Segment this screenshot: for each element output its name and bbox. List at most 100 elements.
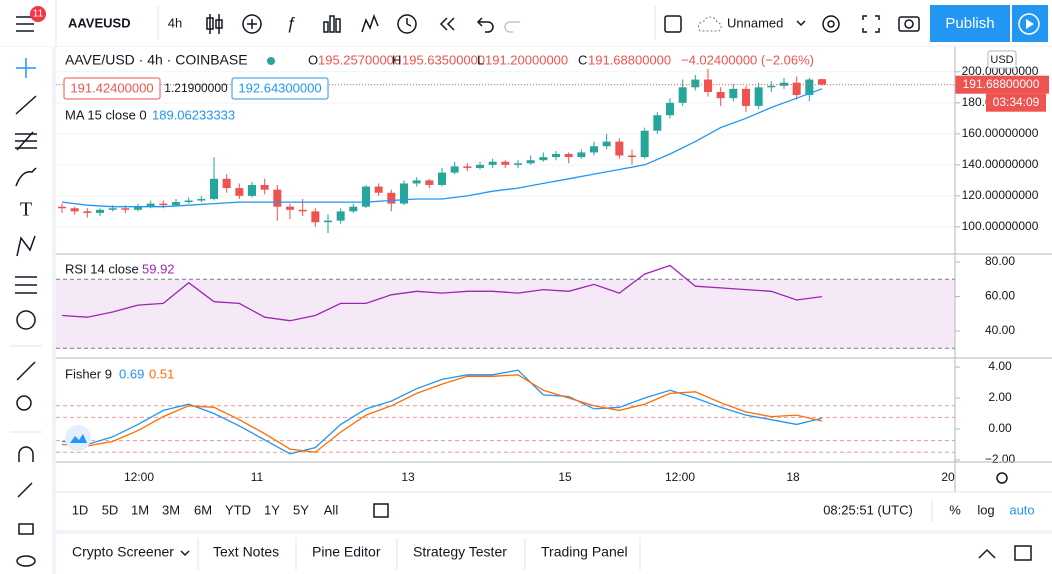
sell-box[interactable] bbox=[63, 77, 161, 100]
x-tick-label: 12:00 bbox=[124, 470, 154, 484]
range-button[interactable]: 5Y bbox=[293, 502, 309, 517]
candle-body bbox=[691, 79, 700, 88]
panel-tab[interactable]: Crypto Screener bbox=[72, 544, 174, 560]
candle-body bbox=[248, 185, 256, 196]
bid-value[interactable]: 191.42400000 bbox=[70, 80, 153, 95]
x-tick-label: 20 bbox=[941, 470, 955, 484]
candle-body bbox=[602, 141, 611, 147]
zoom-tool[interactable] bbox=[16, 395, 32, 411]
replay-icon[interactable] bbox=[361, 13, 379, 33]
fullscreen-toggle[interactable] bbox=[664, 15, 682, 33]
snapshot-button[interactable] bbox=[898, 16, 920, 32]
panel-tab[interactable]: Strategy Tester bbox=[413, 544, 507, 560]
candle-body bbox=[96, 209, 104, 213]
rewind-button[interactable] bbox=[439, 17, 455, 31]
x-tick-label: 15 bbox=[558, 470, 572, 484]
panel-tab[interactable]: Text Notes bbox=[213, 544, 279, 560]
layout-name[interactable]: Unnamed bbox=[727, 15, 783, 30]
templates-button[interactable] bbox=[323, 15, 341, 33]
brush-tool[interactable] bbox=[15, 167, 37, 187]
undo-button[interactable] bbox=[476, 17, 494, 33]
range-button[interactable]: YTD bbox=[225, 502, 251, 517]
draw-mode-tool[interactable] bbox=[17, 482, 33, 498]
crosshair-tool[interactable] bbox=[16, 58, 36, 78]
panel-tab[interactable]: Trading Panel bbox=[541, 544, 628, 560]
fisher-line bbox=[61, 369, 823, 455]
scale-option[interactable]: log bbox=[977, 502, 994, 517]
spread-value: 1.21900000 bbox=[164, 81, 228, 95]
candle-body bbox=[260, 185, 269, 190]
candle-body bbox=[210, 178, 218, 199]
y-tick-label: 4.00 bbox=[988, 359, 1012, 373]
pattern-tool[interactable] bbox=[16, 235, 36, 257]
redo-button[interactable] bbox=[504, 21, 520, 33]
candle-body bbox=[83, 211, 92, 213]
range-button[interactable]: 1Y bbox=[264, 502, 280, 517]
range-button[interactable]: 3M bbox=[162, 502, 180, 517]
candle-body bbox=[298, 209, 307, 212]
candle-body bbox=[70, 208, 79, 212]
x-tick-label: 13 bbox=[401, 470, 415, 484]
panel-tab[interactable]: Pine Editor bbox=[312, 544, 381, 560]
range-button[interactable]: 6M bbox=[194, 502, 212, 517]
y-tick-label: 40.00 bbox=[985, 323, 1015, 337]
candle-body bbox=[349, 206, 358, 212]
range-button[interactable]: 5D bbox=[102, 502, 119, 517]
candle-body bbox=[729, 88, 738, 99]
indicators-icon[interactable]: ƒ bbox=[286, 13, 295, 32]
text-tool[interactable]: T bbox=[20, 199, 32, 221]
prediction-tool[interactable] bbox=[15, 276, 37, 294]
candle-body bbox=[577, 152, 586, 158]
countdown-tag bbox=[986, 93, 1046, 112]
ohlc-label: H bbox=[392, 52, 401, 67]
notification-badge bbox=[30, 6, 46, 22]
maximize-button[interactable] bbox=[1014, 545, 1032, 561]
candle-body bbox=[400, 183, 408, 204]
scale-option[interactable]: auto bbox=[1009, 502, 1034, 517]
logo-badge bbox=[65, 425, 91, 451]
ohlc-label: O bbox=[308, 52, 318, 67]
trendline-tool[interactable] bbox=[15, 95, 37, 115]
range-button[interactable]: 1M bbox=[131, 502, 149, 517]
collapse-button[interactable] bbox=[978, 548, 996, 559]
publish-button[interactable] bbox=[930, 5, 1010, 42]
candle-body bbox=[286, 206, 294, 210]
buy-box[interactable] bbox=[231, 77, 329, 100]
range-button[interactable]: All bbox=[324, 502, 339, 517]
scale-options: % log auto bbox=[949, 502, 1034, 517]
badge-count: 11 bbox=[33, 9, 44, 20]
currency[interactable]: USD bbox=[990, 54, 1013, 66]
visibility-tool[interactable] bbox=[16, 555, 36, 567]
plot: 200.00000000180.00000000160.00000000140.… bbox=[56, 64, 1049, 484]
scale-option[interactable]: % bbox=[949, 502, 961, 517]
ruler-tool[interactable] bbox=[16, 361, 36, 381]
magnet-tool[interactable] bbox=[18, 446, 34, 462]
expand-button[interactable] bbox=[862, 15, 880, 33]
candle-body bbox=[754, 87, 763, 106]
alert-button[interactable] bbox=[397, 14, 417, 34]
goto-date-icon[interactable] bbox=[373, 503, 389, 518]
ask-value[interactable]: 192.64300000 bbox=[238, 80, 321, 95]
change-value: −4.02400000 (−2.06%) bbox=[681, 52, 814, 67]
candle-body bbox=[742, 88, 750, 106]
layout-caret[interactable] bbox=[796, 20, 806, 27]
axis-settings[interactable] bbox=[996, 472, 1008, 484]
settings-button[interactable] bbox=[822, 15, 840, 33]
rsi-line bbox=[61, 264, 823, 322]
tab-caret[interactable] bbox=[180, 550, 190, 557]
chart-type-button[interactable] bbox=[206, 14, 223, 34]
candle-body bbox=[767, 85, 776, 88]
lock-tool[interactable] bbox=[18, 523, 34, 535]
symbol[interactable]: AAVEUSD bbox=[68, 15, 131, 30]
emoji-tool[interactable] bbox=[16, 310, 36, 330]
interval[interactable]: 4h bbox=[168, 15, 182, 30]
publish-label[interactable]: Publish bbox=[945, 15, 994, 32]
x-tick-label: 12:00 bbox=[665, 470, 695, 484]
candle-body bbox=[172, 202, 180, 206]
ma-value: 189.06233333 bbox=[152, 107, 235, 122]
compare-button[interactable] bbox=[242, 14, 262, 34]
currency-badge[interactable] bbox=[987, 50, 1017, 69]
candle-body bbox=[716, 91, 725, 99]
fib-tool[interactable] bbox=[15, 131, 37, 151]
range-button[interactable]: 1D bbox=[72, 502, 89, 517]
